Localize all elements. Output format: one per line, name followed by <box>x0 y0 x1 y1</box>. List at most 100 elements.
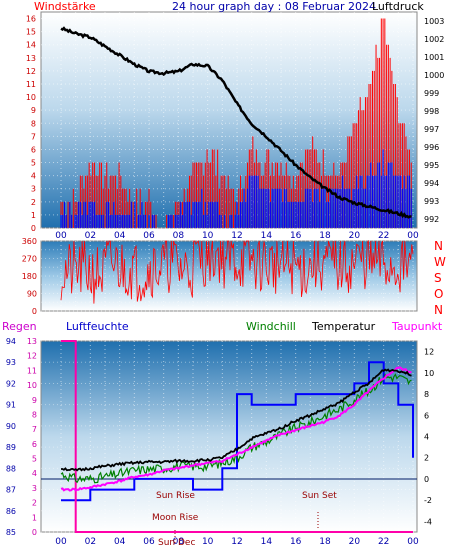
pressure-line <box>60 26 412 219</box>
x-axis-tick-label: 12 <box>231 231 242 241</box>
direction-axis-tick-label: 0 <box>32 307 37 316</box>
direction-axis-tick-label: 180 <box>22 272 37 281</box>
wind-axis-tick-label: 13 <box>26 54 36 63</box>
pressure-axis-tick-label: 999 <box>424 89 439 98</box>
direction-label-n-bottom: N <box>434 303 443 317</box>
pressure-axis-tick-label: 997 <box>424 125 439 134</box>
windchill-label: Windchill <box>246 320 296 333</box>
temperature-label: Temperatur <box>311 320 376 333</box>
wind-axis-tick-label: 15 <box>26 28 36 37</box>
sun-dec-annotation: Sun Dec <box>158 538 195 548</box>
humidity-axis-tick-label: 90 <box>6 422 16 431</box>
direction-series <box>60 239 414 304</box>
axis-labels: 0123456789101112131415169929939949959969… <box>6 15 445 547</box>
wind-axis-tick-label: 0 <box>31 224 36 233</box>
x-axis-tick-label: 22 <box>378 231 389 241</box>
sun-rise-annotation: Sun Rise <box>156 491 195 501</box>
x-axis-tick-label: 12 <box>231 537 242 547</box>
x-axis-tick-label: 06 <box>143 231 155 241</box>
dewpoint-label: Taupunkt <box>391 320 443 333</box>
direction-axis-tick-label: 360 <box>22 237 37 246</box>
temperature-humidity-series <box>60 340 414 533</box>
humidity-axis-tick-label: 86 <box>6 507 16 516</box>
direction-label-w: W <box>434 255 446 269</box>
x-axis-tick-label: 00 <box>55 231 67 241</box>
x-axis-tick-label: 08 <box>173 537 185 547</box>
wind-axis-tick-label: 10 <box>26 93 36 102</box>
rain-label: Regen <box>2 320 37 333</box>
rain-axis-tick-label: 0 <box>32 528 37 537</box>
humidity-axis-tick-label: 89 <box>6 443 16 452</box>
temperature-axis-tick-label: 4 <box>424 433 429 442</box>
pressure-axis-tick-label: 1001 <box>424 53 444 62</box>
pressure-axis-tick-label: 994 <box>424 179 439 188</box>
temperature-axis-tick-label: -2 <box>424 496 432 505</box>
wind-axis-tick-label: 2 <box>31 198 36 207</box>
x-axis-tick-label: 04 <box>114 231 126 241</box>
x-axis-tick-label: 00 <box>55 537 67 547</box>
direction-label-n-top: N <box>434 239 443 253</box>
x-axis-tick-label: 02 <box>85 231 96 241</box>
sun-set-annotation: Sun Set <box>302 491 337 501</box>
temperature-axis-tick-label: 8 <box>424 390 429 399</box>
pressure-axis-tick-label: 992 <box>424 215 439 224</box>
temperature-axis-tick-label: 12 <box>424 348 434 357</box>
humidity-axis-tick-label: 88 <box>6 464 16 473</box>
wind-strength-label: Windstärke <box>34 0 96 13</box>
x-axis-tick-label: 22 <box>378 537 389 547</box>
pressure-axis-tick-label: 1003 <box>424 17 444 26</box>
wind-axis-tick-label: 9 <box>31 106 36 115</box>
rain-axis-tick-label: 13 <box>27 337 37 346</box>
x-axis-tick-label: 10 <box>202 231 214 241</box>
x-axis-tick-label: 18 <box>319 537 331 547</box>
pressure-axis-tick-label: 998 <box>424 107 439 116</box>
x-axis-tick-label: 04 <box>114 537 126 547</box>
wind-axis-tick-label: 1 <box>31 211 36 220</box>
rain-axis-tick-label: 10 <box>27 381 37 390</box>
rain-axis-tick-label: 8 <box>32 410 37 419</box>
pressure-axis-tick-label: 1000 <box>424 71 444 80</box>
humidity-axis-tick-label: 93 <box>6 358 16 367</box>
rain-axis-tick-label: 9 <box>32 396 37 405</box>
rain-axis-tick-label: 2 <box>32 499 37 508</box>
wind-axis-tick-label: 5 <box>31 159 36 168</box>
x-axis-tick-label: 20 <box>349 231 361 241</box>
humidity-label: Luftfeuchte <box>66 320 129 333</box>
humidity-axis-tick-label: 91 <box>6 401 16 410</box>
x-axis-tick-label: 06 <box>143 537 155 547</box>
direction-axis-tick-label: 270 <box>22 255 37 264</box>
x-axis-tick-label: 14 <box>261 537 273 547</box>
wind-axis-tick-label: 8 <box>31 119 36 128</box>
x-axis-tick-label: 08 <box>173 231 185 241</box>
temperature-line <box>61 368 412 472</box>
rain-axis-tick-label: 1 <box>32 513 37 522</box>
chart-title: 24 hour graph day : 08 Februar 2024 <box>172 0 376 13</box>
rain-axis-tick-label: 11 <box>27 366 37 375</box>
x-axis-tick-label: 18 <box>319 231 331 241</box>
humidity-axis-tick-label: 94 <box>6 337 16 346</box>
moon-rise-annotation: Moon Rise <box>152 513 199 523</box>
pressure-axis-tick-label: 995 <box>424 161 439 170</box>
pressure-axis-tick-label: 1002 <box>424 35 444 44</box>
humidity-line <box>61 361 414 502</box>
temperature-axis-tick-label: -4 <box>424 517 432 526</box>
direction-label-s: S <box>434 271 442 285</box>
x-axis-tick-label: 00 <box>407 231 419 241</box>
pressure-axis-tick-label: 996 <box>424 143 439 152</box>
direction-axis-tick-label: 90 <box>27 290 37 299</box>
wind-axis-tick-label: 14 <box>26 41 36 50</box>
temperature-axis-tick-label: 2 <box>424 454 429 463</box>
temperature-humidity-plot-area <box>40 340 418 533</box>
humidity-axis-tick-label: 92 <box>6 379 16 388</box>
air-pressure-label: Luftdruck <box>372 0 424 13</box>
pressure-axis-tick-label: 993 <box>424 197 439 206</box>
wind-axis-tick-label: 12 <box>26 67 36 76</box>
direction-label-o: O <box>434 287 443 301</box>
rain-axis-tick-label: 3 <box>32 484 37 493</box>
humidity-axis-tick-label: 85 <box>6 528 16 537</box>
wind-axis-tick-label: 6 <box>31 145 36 154</box>
humidity-axis-tick-label: 87 <box>6 486 16 495</box>
wind-axis-tick-label: 16 <box>26 15 36 24</box>
temperature-axis-tick-label: 6 <box>424 411 429 420</box>
rain-axis-tick-label: 7 <box>32 425 37 434</box>
